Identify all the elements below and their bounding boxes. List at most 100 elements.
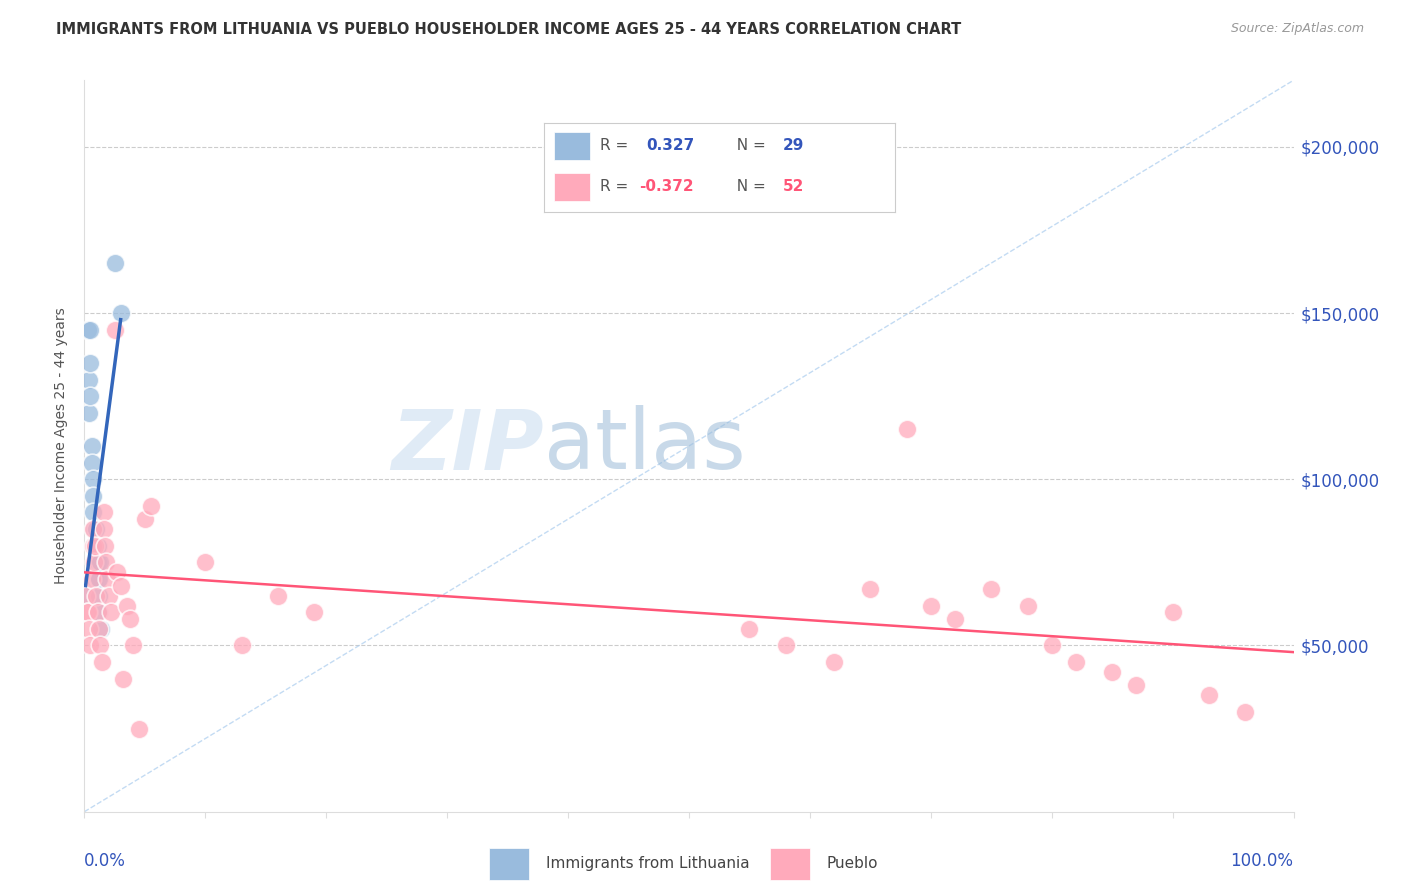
Point	[97, 589, 120, 603]
Point	[87, 622, 110, 636]
Point	[77, 323, 100, 337]
Point	[86, 589, 108, 603]
Point	[93, 506, 115, 520]
Point	[267, 589, 290, 603]
Point	[82, 506, 104, 520]
Point	[76, 589, 98, 603]
Point	[1198, 689, 1220, 703]
Text: N =: N =	[727, 179, 770, 194]
Point	[87, 589, 110, 603]
Point	[87, 572, 110, 586]
Point	[91, 655, 114, 669]
Point	[93, 522, 115, 536]
Point	[121, 639, 143, 653]
Point	[83, 522, 105, 536]
Point	[79, 639, 101, 653]
Point	[89, 555, 111, 569]
Point	[77, 622, 100, 636]
FancyBboxPatch shape	[770, 848, 810, 880]
Point	[83, 539, 105, 553]
Point	[84, 572, 107, 586]
Point	[90, 622, 112, 636]
Point	[87, 605, 110, 619]
Text: 0.327: 0.327	[645, 138, 695, 153]
Y-axis label: Householder Income Ages 25 - 44 years: Householder Income Ages 25 - 44 years	[55, 308, 69, 584]
Point	[104, 323, 127, 337]
Point	[86, 539, 108, 553]
Point	[980, 582, 1002, 596]
Point	[896, 422, 918, 436]
Point	[86, 522, 108, 536]
Point	[96, 572, 118, 586]
Point	[82, 489, 104, 503]
Point	[128, 722, 150, 736]
Point	[1064, 655, 1087, 669]
Point	[86, 572, 108, 586]
Point	[79, 389, 101, 403]
Text: 29: 29	[783, 138, 804, 153]
Text: R =: R =	[600, 179, 633, 194]
Point	[84, 539, 107, 553]
Point	[1125, 678, 1147, 692]
FancyBboxPatch shape	[554, 173, 589, 202]
Point	[100, 605, 122, 619]
Point	[77, 406, 100, 420]
Point	[80, 439, 103, 453]
Point	[194, 555, 217, 569]
Text: R =: R =	[600, 138, 638, 153]
Point	[120, 612, 142, 626]
Point	[82, 472, 104, 486]
Point	[943, 612, 966, 626]
Point	[79, 356, 101, 370]
Text: 100.0%: 100.0%	[1230, 852, 1294, 870]
Point	[112, 672, 135, 686]
Point	[115, 599, 138, 613]
Point	[110, 306, 132, 320]
Point	[77, 372, 100, 386]
Point	[920, 599, 942, 613]
Point	[86, 539, 108, 553]
Point	[82, 522, 104, 536]
Point	[80, 572, 103, 586]
Point	[76, 605, 98, 619]
Text: N =: N =	[727, 138, 770, 153]
Text: 0.0%: 0.0%	[84, 852, 127, 870]
Point	[110, 579, 132, 593]
Text: atlas: atlas	[544, 406, 745, 486]
Point	[77, 605, 100, 619]
Point	[75, 589, 97, 603]
Text: ZIP: ZIP	[391, 406, 544, 486]
Point	[86, 605, 108, 619]
Point	[1161, 605, 1184, 619]
Point	[105, 566, 128, 580]
Point	[1040, 639, 1063, 653]
Text: Pueblo: Pueblo	[827, 855, 879, 871]
Point	[1017, 599, 1039, 613]
Point	[302, 605, 325, 619]
FancyBboxPatch shape	[489, 848, 529, 880]
Point	[86, 555, 108, 569]
Point	[79, 323, 101, 337]
Text: Source: ZipAtlas.com: Source: ZipAtlas.com	[1230, 22, 1364, 36]
Point	[859, 582, 882, 596]
Point	[1234, 705, 1257, 719]
Point	[89, 639, 111, 653]
Point	[84, 555, 107, 569]
Point	[823, 655, 845, 669]
Text: 52: 52	[783, 179, 804, 194]
Point	[775, 639, 797, 653]
Point	[1101, 665, 1123, 679]
Point	[139, 499, 162, 513]
Point	[94, 539, 117, 553]
Point	[231, 639, 253, 653]
FancyBboxPatch shape	[554, 132, 589, 161]
Point	[86, 555, 108, 569]
Point	[104, 256, 127, 270]
Text: IMMIGRANTS FROM LITHUANIA VS PUEBLO HOUSEHOLDER INCOME AGES 25 - 44 YEARS CORREL: IMMIGRANTS FROM LITHUANIA VS PUEBLO HOUS…	[56, 22, 962, 37]
Point	[83, 555, 105, 569]
Text: -0.372: -0.372	[638, 179, 693, 194]
Point	[82, 539, 104, 553]
Point	[738, 622, 761, 636]
Text: Immigrants from Lithuania: Immigrants from Lithuania	[546, 855, 749, 871]
Point	[94, 555, 117, 569]
